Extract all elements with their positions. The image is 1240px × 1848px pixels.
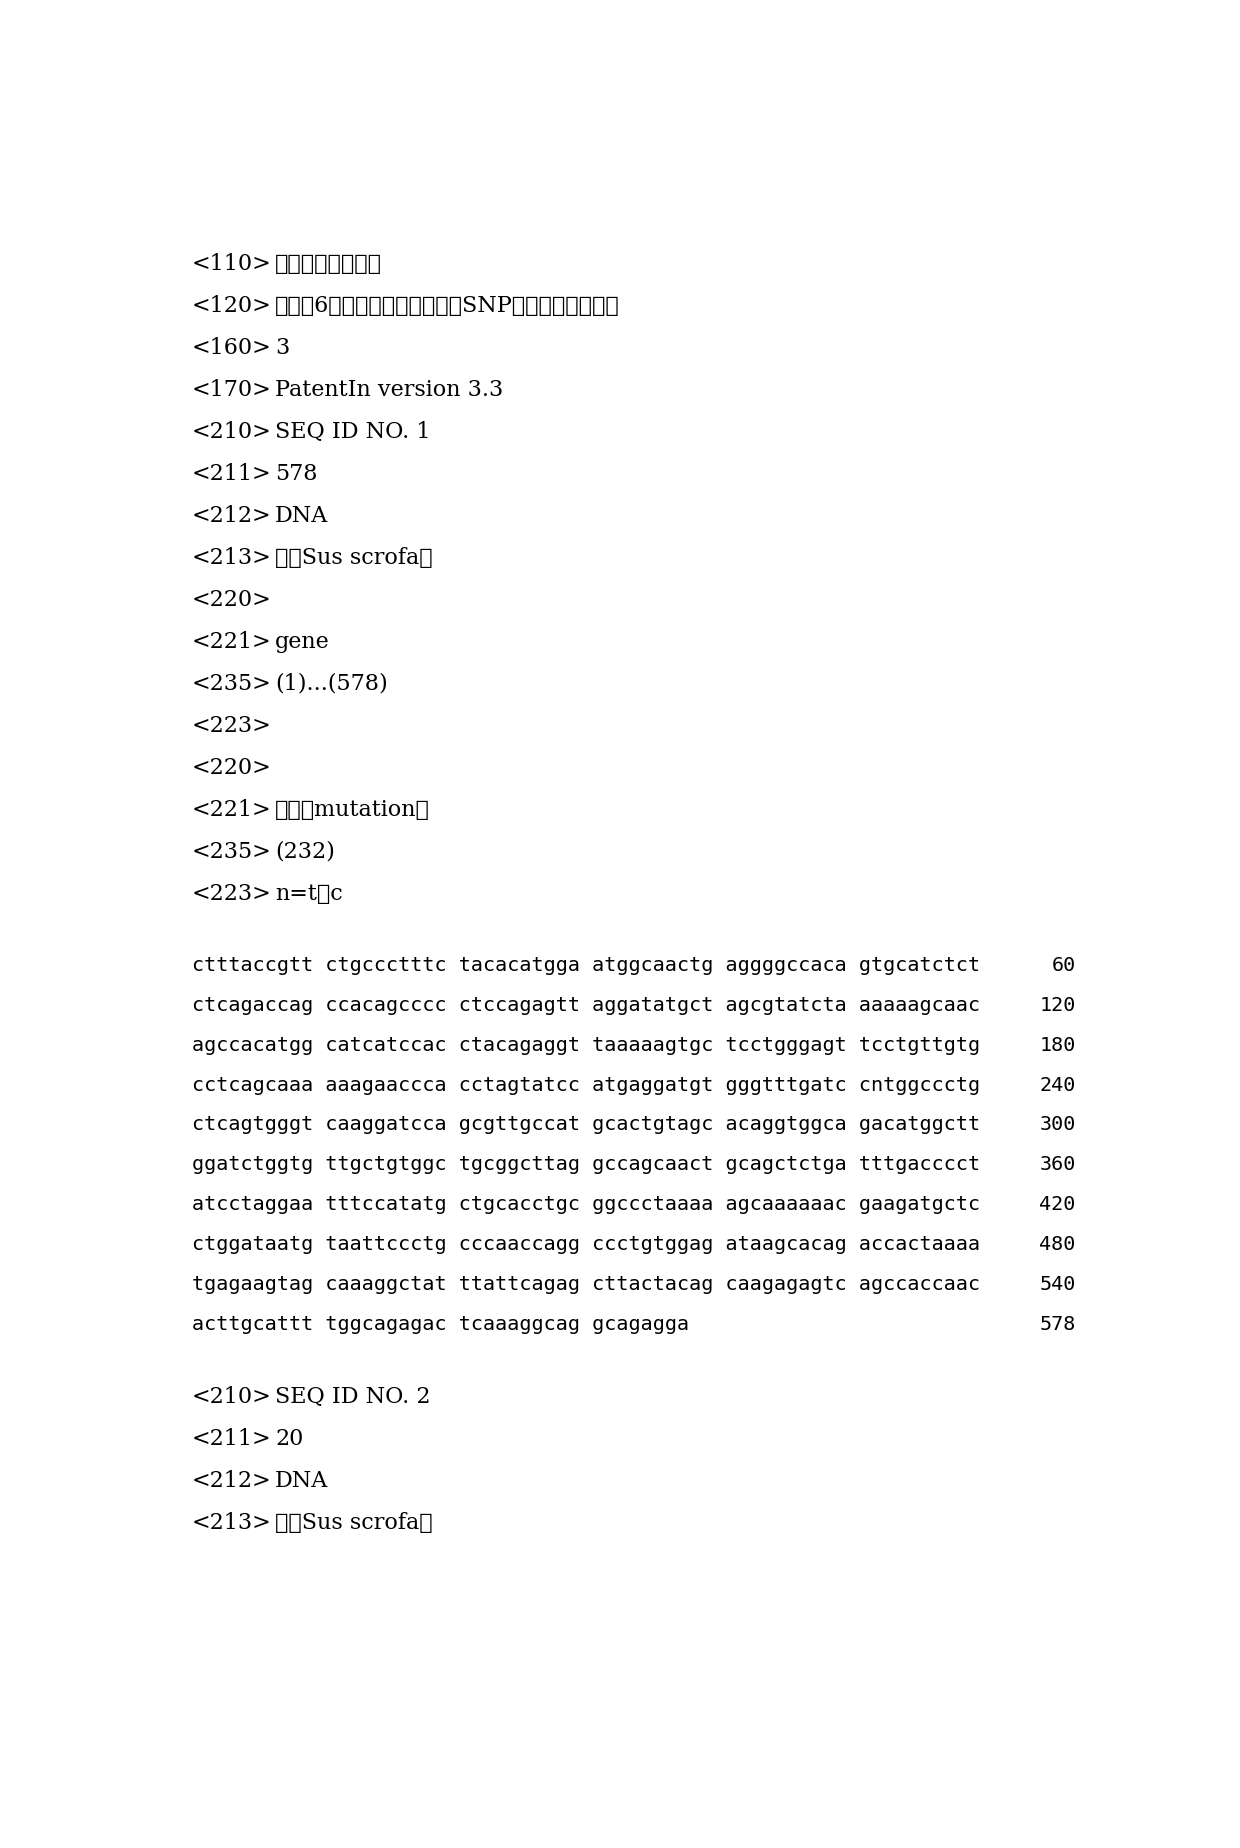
- Text: <110>: <110>: [191, 253, 272, 275]
- Text: <221>: <221>: [191, 630, 272, 652]
- Text: ggatctggtg ttgctgtggc tgcggcttag gccagcaact gcagctctga tttgacccct: ggatctggtg ttgctgtggc tgcggcttag gccagca…: [191, 1155, 980, 1173]
- Text: <223>: <223>: [191, 715, 272, 737]
- Text: DNA: DNA: [275, 505, 329, 527]
- Text: tgagaagtag caaaggctat ttattcagag cttactacag caagagagtc agccaccaac: tgagaagtag caaaggctat ttattcagag cttacta…: [191, 1275, 980, 1294]
- Text: <213>: <213>: [191, 1512, 272, 1534]
- Text: 300: 300: [1039, 1116, 1075, 1135]
- Text: <220>: <220>: [191, 758, 272, 778]
- Text: 60: 60: [1052, 955, 1075, 976]
- Text: n=t或c: n=t或c: [275, 883, 343, 906]
- Text: DNA: DNA: [275, 1469, 329, 1491]
- Text: PatentIn version 3.3: PatentIn version 3.3: [275, 379, 503, 401]
- Text: agccacatgg catcatccac ctacagaggt taaaaagtgc tcctgggagt tcctgttgtg: agccacatgg catcatccac ctacagaggt taaaaag…: [191, 1035, 980, 1055]
- Text: SEQ ID NO. 1: SEQ ID NO. 1: [275, 421, 430, 444]
- Text: <235>: <235>: [191, 673, 272, 695]
- Text: <212>: <212>: [191, 1469, 272, 1491]
- Text: 240: 240: [1039, 1076, 1075, 1094]
- Text: 一个猪6号染色体上用于溯源的SNP分子标记及其应用: 一个猪6号染色体上用于溯源的SNP分子标记及其应用: [275, 296, 620, 318]
- Text: <213>: <213>: [191, 547, 272, 569]
- Text: 20: 20: [275, 1429, 304, 1449]
- Text: gene: gene: [275, 630, 330, 652]
- Text: ctcagaccag ccacagcccc ctccagagtt aggatatgct agcgtatcta aaaaagcaac: ctcagaccag ccacagcccc ctccagagtt aggatat…: [191, 996, 980, 1015]
- Text: <235>: <235>: [191, 841, 272, 863]
- Text: 540: 540: [1039, 1275, 1075, 1294]
- Text: <210>: <210>: [191, 421, 272, 444]
- Text: <210>: <210>: [191, 1386, 272, 1408]
- Text: cctcagcaaa aaagaaccca cctagtatcc atgaggatgt gggtttgatc cntggccctg: cctcagcaaa aaagaaccca cctagtatcc atgagga…: [191, 1076, 980, 1094]
- Text: 578: 578: [1039, 1314, 1075, 1334]
- Text: (232): (232): [275, 841, 335, 863]
- Text: 突变（mutation）: 突变（mutation）: [275, 798, 430, 821]
- Text: (1)...(578): (1)...(578): [275, 673, 388, 695]
- Text: ctggataatg taattccctg cccaaccagg ccctgtggag ataagcacag accactaaaa: ctggataatg taattccctg cccaaccagg ccctgtg…: [191, 1234, 980, 1255]
- Text: 360: 360: [1039, 1155, 1075, 1173]
- Text: 578: 578: [275, 464, 317, 484]
- Text: <120>: <120>: [191, 296, 272, 318]
- Text: ctcagtgggt caaggatcca gcgttgccat gcactgtagc acaggtggca gacatggctt: ctcagtgggt caaggatcca gcgttgccat gcactgt…: [191, 1116, 980, 1135]
- Text: 420: 420: [1039, 1196, 1075, 1214]
- Text: 480: 480: [1039, 1234, 1075, 1255]
- Text: <220>: <220>: [191, 590, 272, 612]
- Text: ctttaccgtt ctgccctttc tacacatgga atggcaactg aggggccaca gtgcatctct: ctttaccgtt ctgccctttc tacacatgga atggcaa…: [191, 955, 980, 976]
- Text: atcctaggaa tttccatatg ctgcacctgc ggccctaaaa agcaaaaaac gaagatgctc: atcctaggaa tttccatatg ctgcacctgc ggcccta…: [191, 1196, 980, 1214]
- Text: <211>: <211>: [191, 1429, 272, 1449]
- Text: 上海市农业科学院: 上海市农业科学院: [275, 253, 382, 275]
- Text: <211>: <211>: [191, 464, 272, 484]
- Text: <212>: <212>: [191, 505, 272, 527]
- Text: <223>: <223>: [191, 883, 272, 906]
- Text: <170>: <170>: [191, 379, 272, 401]
- Text: <160>: <160>: [191, 336, 272, 359]
- Text: 猪（Sus scrofa）: 猪（Sus scrofa）: [275, 547, 433, 569]
- Text: 120: 120: [1039, 996, 1075, 1015]
- Text: SEQ ID NO. 2: SEQ ID NO. 2: [275, 1386, 430, 1408]
- Text: acttgcattt tggcagagac tcaaaggcag gcagagga: acttgcattt tggcagagac tcaaaggcag gcagagg…: [191, 1314, 688, 1334]
- Text: <221>: <221>: [191, 798, 272, 821]
- Text: 3: 3: [275, 336, 289, 359]
- Text: 180: 180: [1039, 1035, 1075, 1055]
- Text: 猪（Sus scrofa）: 猪（Sus scrofa）: [275, 1512, 433, 1534]
